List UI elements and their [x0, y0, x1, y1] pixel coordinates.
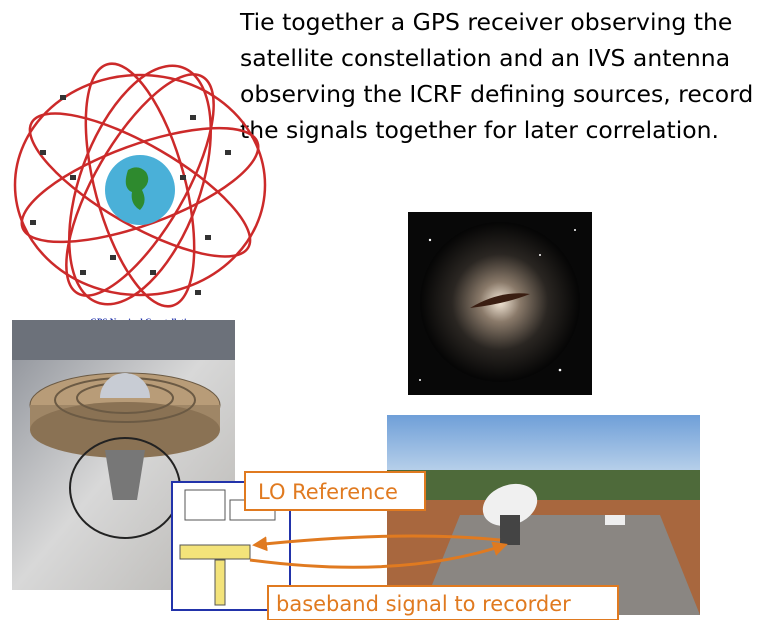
callout-box [244, 471, 426, 511]
callout-label: LO Reference [258, 480, 398, 504]
callout-box [267, 585, 619, 620]
callout-arrows [249, 534, 508, 569]
galaxy-image [408, 212, 592, 395]
text-line: observing the ICRF defining sources, rec… [240, 80, 753, 108]
text-line: the signals together for later correlati… [240, 116, 719, 144]
body-text: Tie together a GPS receiver observing th… [239, 8, 753, 144]
callout-label: baseband signal to recorder [276, 592, 571, 616]
text-line: satellite constellation and an IVS anten… [240, 44, 730, 72]
text-line: Tie together a GPS receiver observing th… [239, 8, 732, 36]
constellation-image [13, 62, 267, 308]
